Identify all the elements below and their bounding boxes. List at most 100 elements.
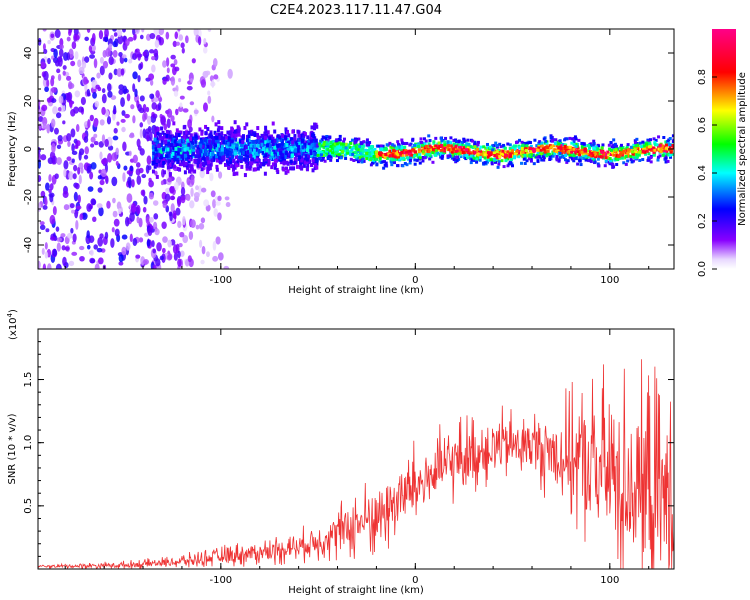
heatmap-cell: [175, 207, 181, 216]
heatmap-cell: [485, 142, 489, 146]
heatmap-cell: [117, 208, 122, 214]
heatmap-cell: [369, 163, 373, 167]
heatmap-cell: [160, 116, 166, 126]
heatmap-cell: [420, 145, 424, 149]
heatmap-cell: [275, 137, 279, 142]
heatmap-cell: [360, 143, 364, 147]
heatmap-cell: [114, 38, 119, 48]
heatmap-cell: [124, 113, 130, 119]
heatmap-cell: [464, 157, 468, 161]
heatmap-cell: [84, 36, 89, 42]
heatmap-cell: [132, 154, 138, 164]
heatmap-cell: [344, 146, 348, 150]
heatmap-cell: [52, 248, 57, 257]
heatmap-cell: [400, 141, 404, 145]
heatmap-cell: [572, 143, 576, 147]
snr-x-axis: -100 0 100: [64, 329, 650, 586]
heatmap-cell: [626, 148, 630, 152]
heatmap-cell: [281, 144, 285, 149]
heatmap-cell: [149, 93, 155, 100]
heatmap-cell: [186, 151, 190, 156]
heatmap-cell: [222, 149, 226, 154]
heatmap-cell: [211, 115, 215, 123]
heatmap-cell: [45, 182, 50, 191]
heatmap-cell: [478, 155, 482, 159]
heatmap-cell: [521, 150, 525, 154]
heatmap-cell: [439, 136, 443, 140]
heatmap-cell: [656, 158, 660, 162]
heatmap-cell: [192, 147, 196, 152]
heatmap-cell: [455, 159, 459, 163]
heatmap-cell: [220, 147, 224, 152]
heatmap-cell: [207, 95, 212, 104]
heatmap-cell: [597, 155, 601, 159]
heatmap-cell: [508, 143, 512, 147]
heatmap-cell: [159, 255, 164, 261]
heatmap-cell: [160, 126, 164, 131]
heatmap-cell: [173, 59, 178, 66]
heatmap-cell: [354, 150, 358, 154]
heatmap-cell: [210, 190, 216, 198]
heatmap-cell: [499, 145, 503, 149]
heatmap-cell: [427, 142, 431, 146]
heatmap-cell: [630, 160, 634, 164]
heatmap-cell: [153, 221, 158, 230]
heatmap-cell: [169, 186, 175, 194]
heatmap-cell: [165, 133, 169, 138]
heatmap-cell: [582, 152, 586, 156]
heatmap-cell: [284, 127, 288, 132]
heatmap-cell: [381, 160, 385, 164]
figure-title: C2E4.2023.117.11.47.G04: [270, 3, 442, 18]
heatmap-cell: [92, 92, 97, 99]
heatmap-cell: [530, 147, 534, 151]
heatmap-cell: [547, 152, 551, 156]
heatmap-cell: [264, 157, 268, 162]
heatmap-cell: [155, 156, 159, 161]
heatmap-cell: [450, 156, 454, 160]
heatmap-cell: [176, 159, 180, 164]
heatmap-cell: [437, 141, 441, 145]
heatmap-cell: [52, 106, 58, 115]
heatmap-cell: [89, 249, 94, 256]
heatmap-cell: [226, 141, 230, 146]
snr-ytick-label: 1.0: [23, 435, 34, 451]
heatmap-cell: [564, 154, 568, 158]
heatmap-cell: [189, 164, 193, 169]
heatmap-cell: [310, 133, 314, 138]
heatmap-cell: [546, 146, 550, 150]
heatmap-cell: [378, 153, 382, 157]
heatmap-cell: [593, 160, 597, 164]
heatmap-cell: [319, 144, 323, 148]
heatmap-cell: [490, 162, 494, 166]
heatmap-cell: [180, 195, 186, 204]
heatmap-cell: [129, 233, 133, 243]
heatmap-cell: [213, 130, 217, 135]
heatmap-cell: [283, 160, 287, 165]
heatmap-cell: [649, 156, 653, 160]
heatmap-cell: [608, 147, 612, 151]
heatmap-cell: [251, 157, 255, 162]
heatmap-cell: [295, 153, 299, 158]
heatmap-cell: [403, 142, 407, 146]
heatmap-cell: [452, 147, 456, 151]
heatmap-cell: [344, 144, 348, 148]
heatmap-cell: [614, 157, 618, 161]
heatmap-cell: [161, 247, 166, 254]
heatmap-cell: [493, 154, 497, 158]
heatmap-cell: [297, 145, 301, 150]
heatmap-cell: [56, 242, 61, 252]
heatmap-cell: [62, 70, 66, 76]
heatmap-cell: [648, 142, 652, 146]
heatmap-cell: [318, 157, 322, 161]
heatmap-cell: [198, 185, 202, 195]
heatmap-cell: [154, 147, 158, 152]
heatmap-cell: [525, 144, 529, 148]
heatmap-cell: [286, 153, 290, 158]
heatmap-cell: [46, 79, 50, 88]
heatmap-cell: [194, 143, 198, 148]
heatmap-cell: [462, 138, 466, 142]
heatmap-cell: [118, 254, 124, 263]
heatmap-cell: [215, 156, 219, 161]
heatmap-cell: [325, 152, 329, 156]
heatmap-cell: [66, 75, 72, 81]
